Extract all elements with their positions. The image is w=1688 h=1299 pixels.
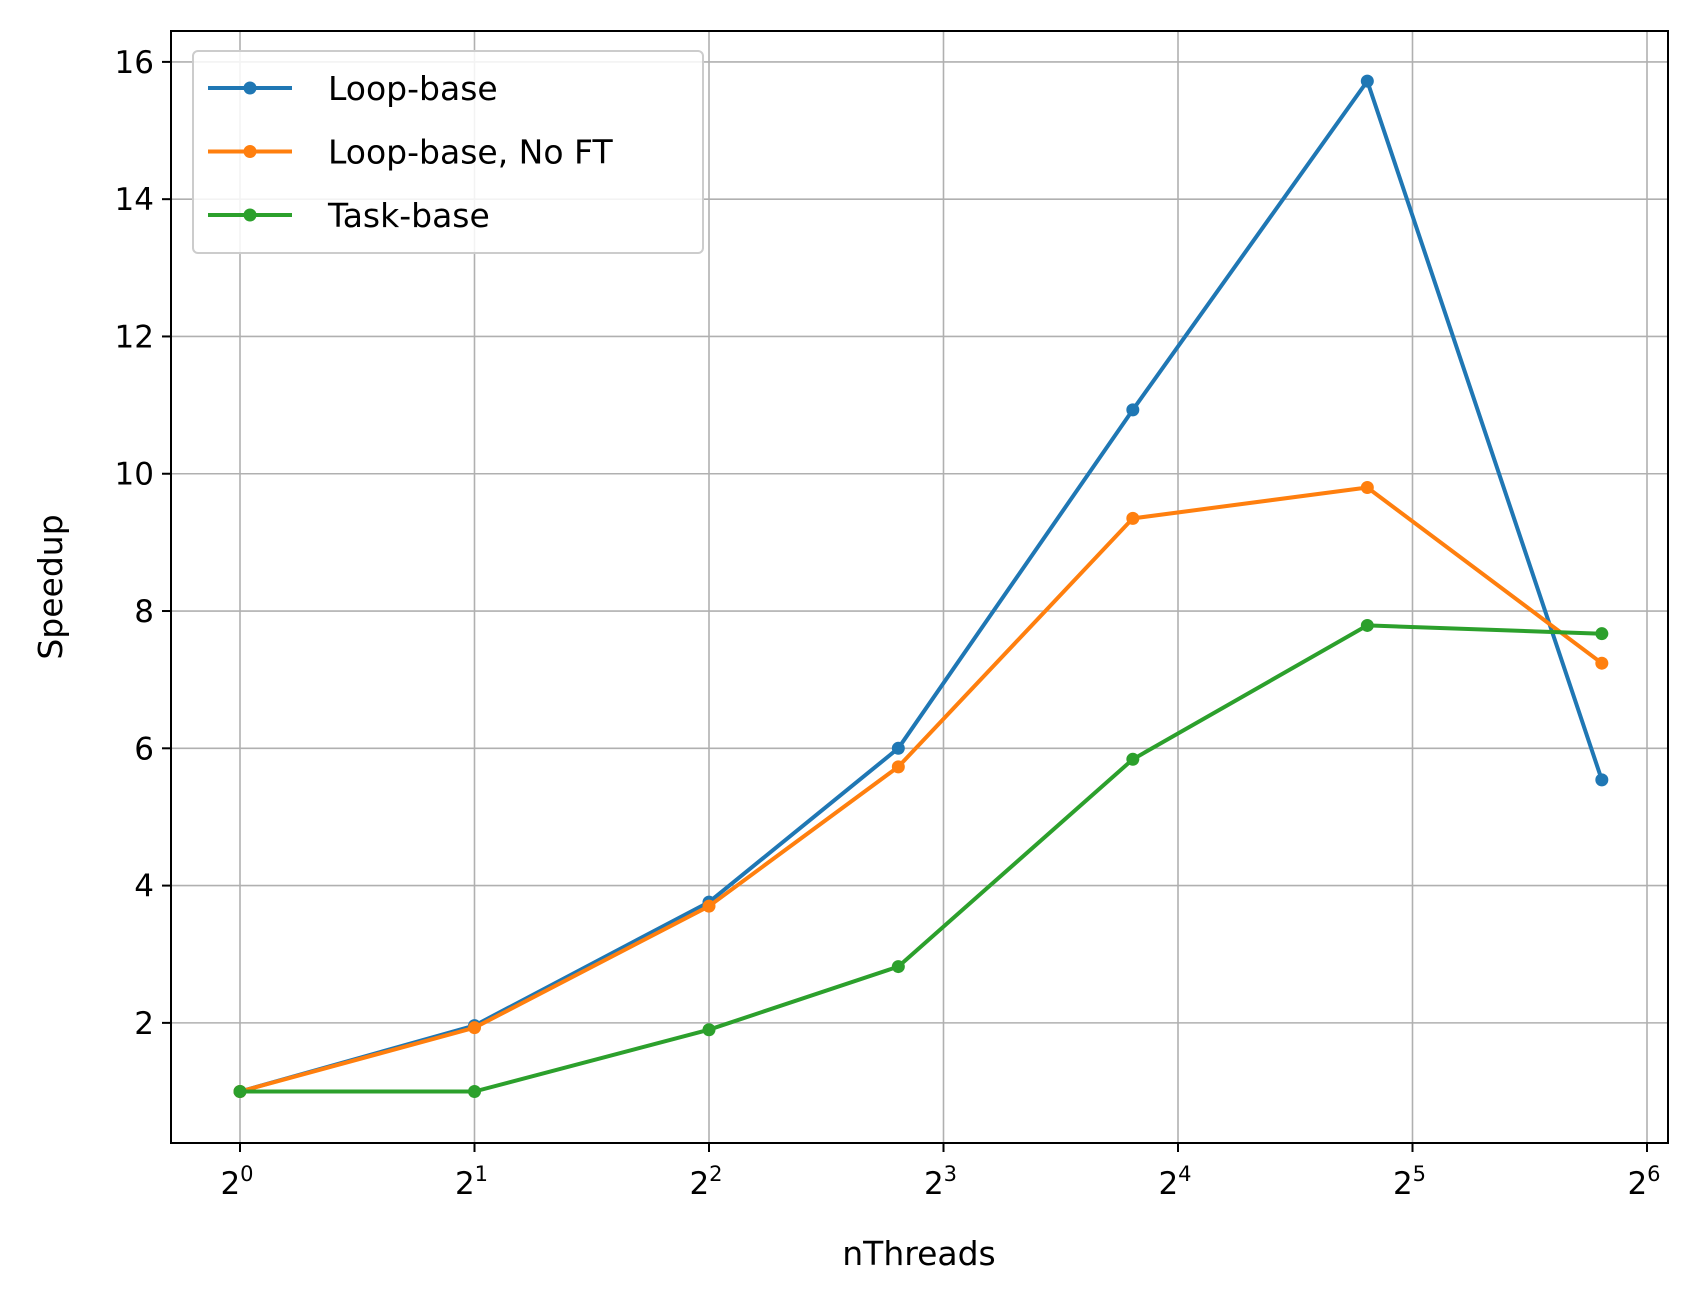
x-tick-label: 25 (1393, 1162, 1426, 1202)
legend-label-loop-base: Loop-base (328, 69, 498, 108)
data-point-task-base (468, 1085, 481, 1099)
y-tick-label: 8 (134, 594, 154, 630)
x-tick-label: 22 (689, 1162, 722, 1202)
legend: Loop-base Loop-base, No FT Task-base (192, 50, 704, 254)
legend-marker-task-base (243, 208, 257, 222)
data-point-task-base (1126, 752, 1140, 766)
plot-frame (170, 30, 1669, 1144)
y-tick-label: 12 (115, 319, 154, 355)
x-tick-label: 26 (1627, 1162, 1660, 1202)
y-tick-label: 14 (115, 182, 154, 218)
data-point-task-base (233, 1085, 247, 1099)
data-point-task-base (1360, 618, 1374, 632)
data-point-loop-base (1595, 773, 1609, 787)
y-tick-label: 16 (115, 45, 154, 81)
data-point-loop-base (891, 741, 905, 755)
data-point-loop-base-no-ft (468, 1021, 481, 1035)
data-point-loop-base-no-ft (1595, 656, 1609, 670)
x-tick-label: 23 (924, 1162, 957, 1202)
legend-box (192, 50, 704, 254)
x-tick-label: 20 (220, 1162, 253, 1202)
data-point-task-base (891, 960, 905, 974)
data-point-task-base (702, 1023, 716, 1037)
data-point-loop-base-no-ft (1126, 511, 1140, 525)
data-point-loop-base (1360, 74, 1374, 88)
x-tick-label: 24 (1158, 1162, 1191, 1202)
data-point-task-base (1595, 627, 1609, 641)
series-layer (233, 74, 1609, 1099)
data-point-loop-base-no-ft (891, 760, 905, 774)
data-point-loop-base (1126, 403, 1140, 417)
y-axis-label: Speedup (31, 514, 70, 659)
y-tick-label: 4 (134, 869, 154, 905)
x-axis-label: nThreads (842, 1234, 996, 1273)
legend-marker-loop-base (243, 81, 257, 95)
legend-marker-loop-base-no-ft (243, 145, 257, 158)
y-tick-label: 6 (134, 731, 154, 767)
x-tick-label: 21 (455, 1162, 488, 1202)
legend-label-loop-base-no-ft: Loop-base, No FT (328, 133, 613, 172)
y-tick-label: 10 (115, 457, 154, 493)
data-point-loop-base-no-ft (702, 899, 716, 913)
legend-label-task-base: Task-base (327, 196, 490, 235)
data-point-loop-base-no-ft (1360, 480, 1374, 494)
grid-layer (171, 31, 1668, 1143)
y-tick-label: 2 (134, 1006, 154, 1042)
